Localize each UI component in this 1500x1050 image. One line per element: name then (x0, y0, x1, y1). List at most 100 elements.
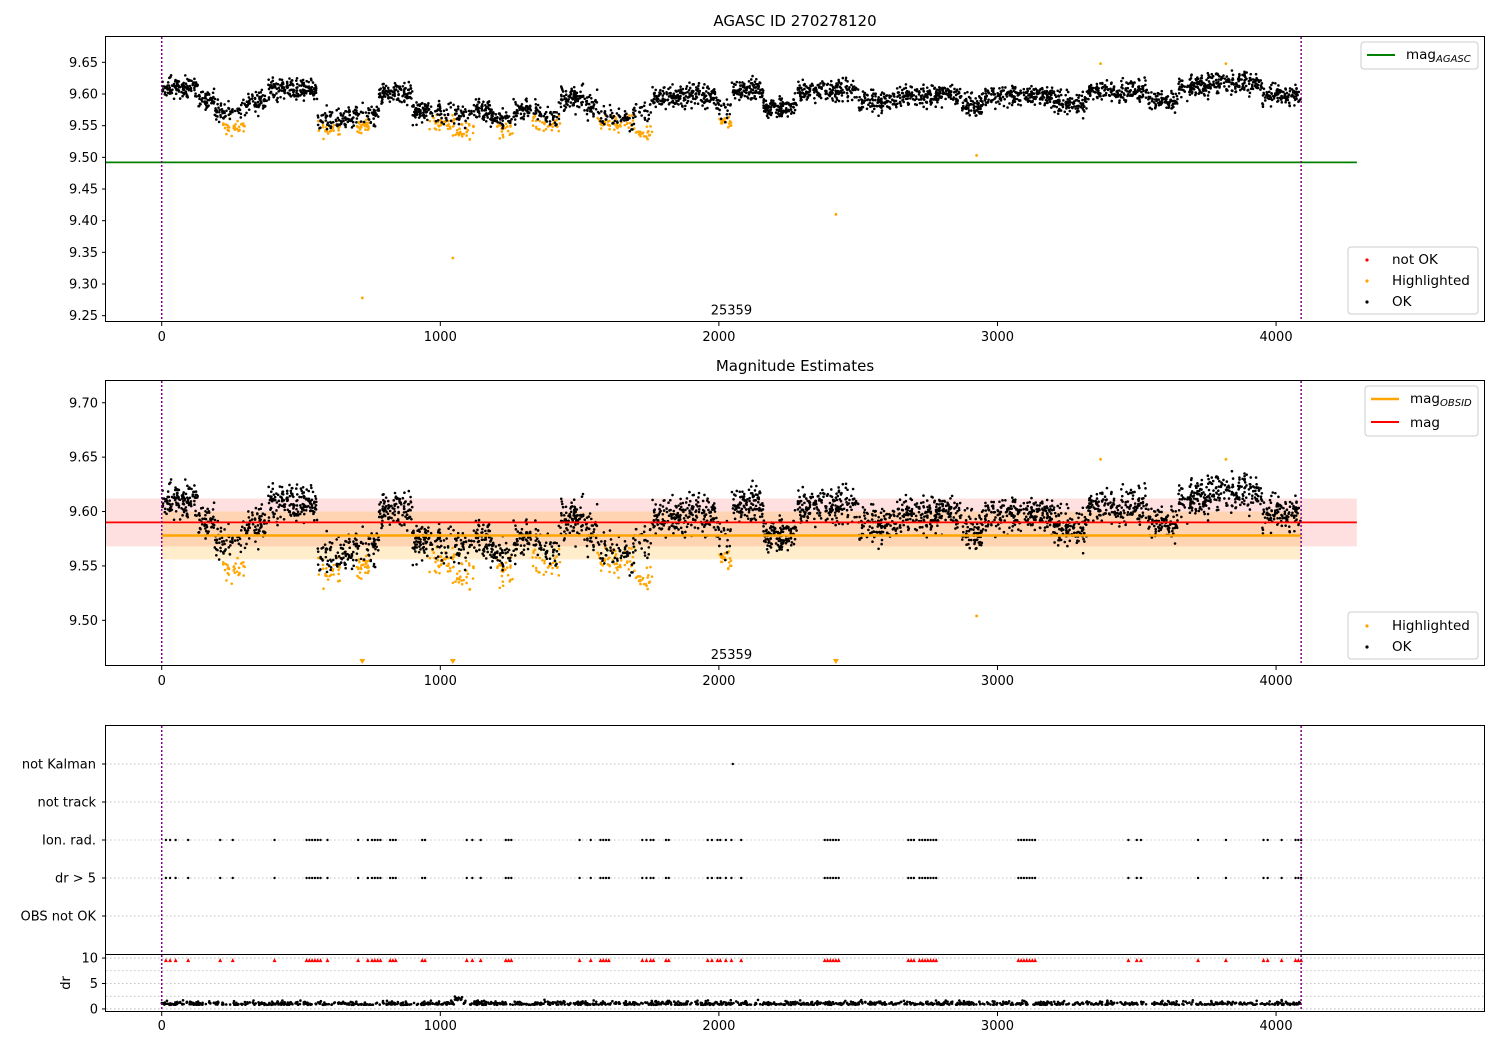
ok-point (279, 95, 282, 99)
ok-point (498, 117, 502, 120)
ok-point (1192, 85, 1196, 88)
ok-point (764, 108, 768, 112)
ok-point (204, 108, 207, 111)
ok-point (917, 98, 921, 101)
ok-point (1176, 97, 1179, 101)
ok-point (407, 80, 411, 84)
ok-point (732, 511, 736, 515)
highlighted-point (324, 567, 328, 570)
ok-point (1180, 95, 1183, 99)
ok-point (205, 101, 209, 105)
highlighted-point (226, 125, 230, 129)
ok-point (1263, 96, 1267, 99)
ok-point (507, 548, 511, 552)
ok-point (1005, 95, 1009, 98)
ok-point (674, 89, 678, 93)
ok-point (832, 86, 835, 90)
ok-point (388, 523, 392, 526)
highlighted-point (645, 566, 649, 569)
highlighted-point (317, 573, 321, 576)
ok-point (1284, 100, 1287, 104)
highlighted-point (617, 565, 621, 569)
ok-point (671, 94, 674, 97)
ok-point (1285, 91, 1289, 95)
highlighted-point (459, 130, 462, 134)
ok-point (344, 123, 347, 127)
ok-point (769, 113, 773, 117)
ok-point (807, 86, 811, 90)
ok-point (789, 103, 793, 107)
ok-point (478, 115, 481, 118)
highlighted-point (508, 133, 512, 137)
ok-point (228, 553, 232, 556)
ok-point (1001, 86, 1004, 89)
ok-point (415, 546, 419, 549)
ok-point (709, 93, 713, 96)
ok-point (1278, 96, 1282, 100)
ok-point (275, 87, 279, 91)
ok-point (397, 85, 401, 88)
ok-point (662, 92, 666, 95)
ok-point (1251, 80, 1255, 84)
ok-point (693, 102, 697, 105)
ok-point (227, 99, 230, 103)
ok-point (646, 109, 649, 113)
highlighted-point (617, 576, 620, 580)
ok-point (1106, 88, 1110, 92)
ok-point (1181, 79, 1184, 83)
ok-point (1284, 500, 1287, 504)
ok-point (860, 98, 863, 101)
ok-point (967, 111, 970, 115)
ok-point (294, 79, 298, 82)
ok-point (1152, 92, 1156, 96)
ok-point (267, 87, 271, 91)
ok-point (581, 100, 584, 104)
ok-point (816, 511, 819, 515)
highlighted-point (457, 133, 461, 137)
ok-point (1124, 100, 1127, 104)
ok-point (455, 108, 458, 112)
highlighted-point (608, 556, 611, 560)
ok-point (874, 94, 877, 98)
ok-point (609, 538, 613, 541)
highlighted-point (647, 573, 650, 577)
highlighted-point (542, 129, 546, 133)
ok-point (271, 76, 275, 79)
ok-point (1077, 109, 1080, 113)
ok-point (196, 83, 199, 87)
ok-point (1271, 94, 1275, 98)
ok-point (878, 104, 881, 108)
ok-point (296, 510, 300, 514)
ok-point (443, 113, 446, 117)
ok-point (442, 562, 446, 565)
ok-point (553, 541, 557, 544)
ok-point (996, 94, 1000, 98)
ok-point (942, 86, 946, 90)
ok-point (285, 80, 289, 84)
highlighted-point (454, 580, 457, 583)
y-tick-label: 9.55 (69, 119, 98, 134)
ok-point (917, 90, 921, 93)
ok-point (1133, 88, 1137, 91)
ok-point (1141, 511, 1145, 515)
ok-point (717, 102, 720, 105)
ok-point (976, 102, 980, 106)
ok-point (482, 550, 486, 553)
ok-point (499, 547, 502, 550)
highlighted-point (457, 580, 461, 584)
ok-point (1227, 85, 1231, 88)
ok-point (738, 81, 742, 84)
ok-point (735, 89, 738, 93)
ok-point (1154, 104, 1158, 108)
highlighted-point (630, 547, 633, 550)
highlighted-point (439, 555, 443, 559)
ok-point (781, 101, 785, 104)
ok-point (1152, 524, 1156, 528)
highlighted-point (541, 558, 544, 562)
ok-point (705, 86, 709, 89)
ok-point (1120, 83, 1124, 87)
ok-point (239, 103, 243, 107)
ok-point (919, 98, 923, 101)
ok-point (480, 109, 484, 112)
ok-point (948, 94, 951, 97)
